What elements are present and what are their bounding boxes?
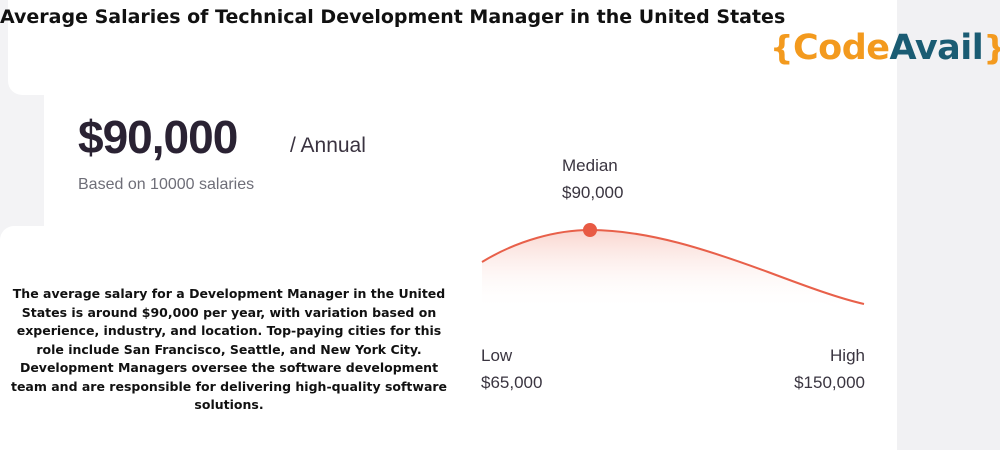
median-label: Median: [562, 156, 618, 175]
description-panel: [0, 226, 460, 450]
logo-brace-close: }: [983, 28, 1000, 67]
salary-amount: $90,000: [78, 111, 238, 163]
low-label: Low: [481, 346, 513, 365]
curve-fill: [482, 230, 864, 310]
salary-description: The average salary for a Development Man…: [10, 286, 448, 412]
median-value: $90,000: [562, 183, 624, 202]
logo-brace-open: {: [770, 28, 794, 67]
high-value: $150,000: [794, 373, 865, 392]
median-marker: [583, 223, 597, 237]
codeavail-logo[interactable]: {CodeAvail}: [770, 28, 1000, 68]
based-on-text: Based on 10000 salaries: [78, 176, 255, 193]
low-value: $65,000: [481, 373, 543, 392]
salary-period: / Annual: [290, 134, 366, 157]
right-background-strip: [897, 0, 1000, 450]
top-left-panel: [8, 0, 148, 95]
high-label: High: [830, 346, 865, 365]
logo-text-code: Code: [793, 28, 890, 68]
page-title: Average Salaries of Technical Developmen…: [0, 6, 786, 28]
logo-text-avail: Avail: [889, 28, 984, 68]
curve-line: [481, 228, 865, 305]
salary-distribution-curve: [481, 223, 865, 310]
